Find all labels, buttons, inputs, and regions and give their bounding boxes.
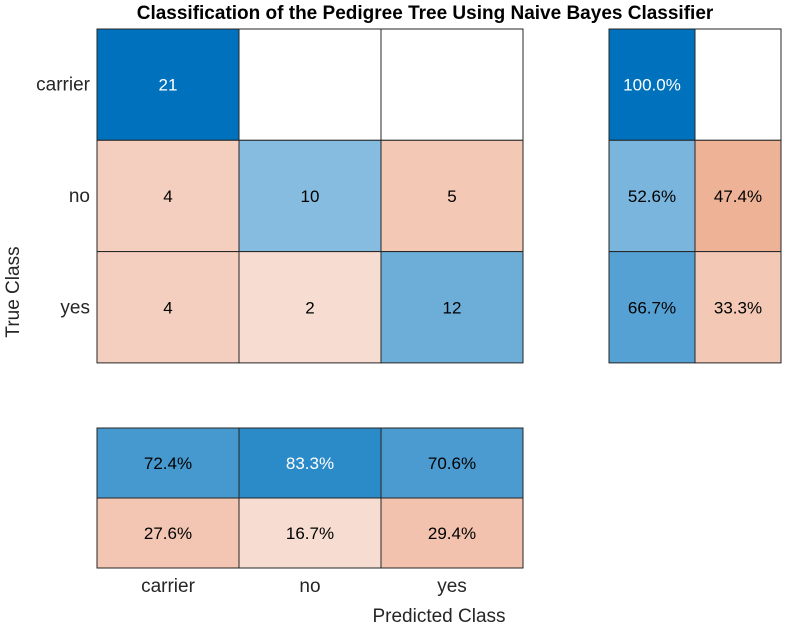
matrix-cell	[380, 251, 524, 364]
confusion-matrix: 21 4 10 5 4 2 12	[96, 28, 524, 364]
row-summary-cell-label: 52.6%	[628, 187, 676, 206]
column-summary-cell-label: 27.6%	[144, 524, 192, 543]
row-summary-cell	[608, 28, 696, 141]
row-summary-cell-label: 33.3%	[714, 298, 762, 317]
matrix-cell-label: 12	[443, 298, 462, 317]
matrix-cell	[96, 251, 240, 364]
matrix-cell-label: 4	[163, 298, 172, 317]
matrix-cell-label: 10	[301, 187, 320, 206]
row-tick-label: no	[69, 186, 90, 207]
y-axis-label: True Class	[3, 246, 24, 337]
row-summary-cell-label: 66.7%	[628, 298, 676, 317]
matrix-cell	[96, 28, 240, 141]
matrix-cell-label: 4	[163, 187, 172, 206]
row-summary-cell	[694, 251, 782, 364]
column-tick-label: carrier	[141, 576, 196, 597]
matrix-cell	[238, 139, 382, 253]
column-summary-cell	[238, 427, 382, 499]
column-summary-cell-label: 70.6%	[428, 454, 476, 473]
column-summary-cell-label: 29.4%	[428, 524, 476, 543]
true-class-tick-labels: carrier no yes	[36, 75, 91, 319]
x-axis-label: Predicted Class	[372, 606, 505, 626]
matrix-cell	[380, 139, 524, 253]
column-summary-cell	[238, 497, 382, 569]
column-tick-label: yes	[437, 576, 467, 597]
column-tick-label: no	[299, 576, 320, 597]
row-summary-cell-label: 100.0%	[623, 76, 681, 95]
column-summary-cell	[380, 497, 524, 569]
row-summary: 100.0% 52.6% 47.4% 66.7% 33.3%	[608, 28, 782, 364]
matrix-cell-label: 21	[159, 76, 178, 95]
matrix-cell	[380, 28, 524, 141]
matrix-cell-label: 2	[305, 298, 314, 317]
row-tick-label: carrier	[36, 75, 91, 96]
row-summary-cell	[694, 28, 782, 141]
column-summary-cell-label: 72.4%	[144, 454, 192, 473]
column-summary: 72.4% 83.3% 70.6% 27.6% 16.7% 29.4%	[96, 427, 524, 569]
column-summary-cell	[380, 427, 524, 499]
column-summary-cell-label: 83.3%	[286, 454, 334, 473]
matrix-cell	[96, 139, 240, 253]
matrix-cell	[238, 251, 382, 364]
predicted-class-tick-labels: carrier no yes	[141, 576, 467, 597]
chart-title: Classification of the Pedigree Tree Usin…	[137, 3, 714, 24]
matrix-cell-label: 5	[447, 187, 456, 206]
column-summary-cell	[96, 497, 240, 569]
column-summary-cell	[96, 427, 240, 499]
column-summary-cell-label: 16.7%	[286, 524, 334, 543]
row-summary-cell	[694, 139, 782, 253]
matrix-cell	[238, 28, 382, 141]
row-tick-label: yes	[60, 297, 90, 318]
row-summary-cell-label: 47.4%	[714, 187, 762, 206]
